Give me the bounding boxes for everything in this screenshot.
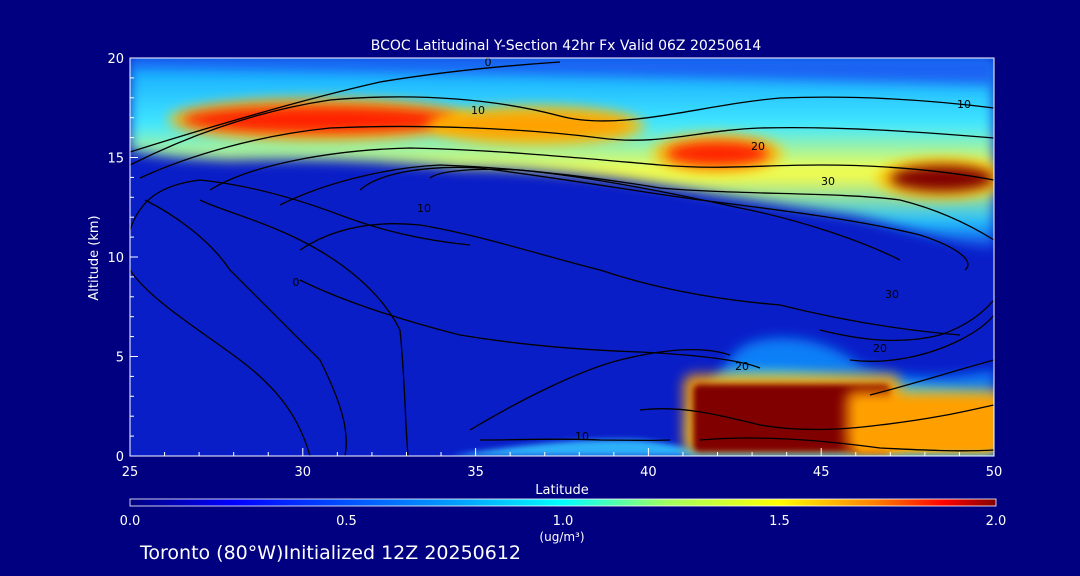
y-tick-label: 0 bbox=[116, 450, 124, 465]
colorbar-tick-label: 0.0 bbox=[120, 514, 141, 529]
contour-label: 20 bbox=[735, 360, 749, 373]
footer-text: Toronto (80°W)Initialized 12Z 20250612 bbox=[140, 542, 522, 564]
x-tick-label: 45 bbox=[813, 465, 830, 480]
contour-line bbox=[479, 438, 671, 442]
contour-label: 20 bbox=[751, 140, 765, 153]
upper-layer-fade bbox=[130, 58, 994, 85]
y-axis-label: Altitude (km) bbox=[87, 215, 102, 300]
contour-label: 10 bbox=[471, 104, 485, 117]
contour-label: 10 bbox=[575, 430, 589, 443]
contour-line bbox=[299, 279, 761, 369]
contour-line bbox=[639, 404, 994, 431]
contour-line bbox=[279, 164, 994, 241]
y-tick-label: 5 bbox=[116, 351, 124, 366]
colorbar bbox=[129, 498, 997, 507]
contour-label: 0 bbox=[293, 276, 300, 289]
contour-line bbox=[130, 96, 994, 166]
region-upper-layer-central bbox=[441, 113, 632, 138]
contour-line bbox=[139, 125, 994, 179]
contour-line bbox=[209, 147, 994, 191]
contour-label: 30 bbox=[821, 175, 835, 188]
contour-line bbox=[199, 199, 409, 456]
contour-line bbox=[144, 199, 347, 456]
y-tick-label: 15 bbox=[107, 152, 124, 167]
ground-streak bbox=[450, 439, 700, 456]
contour-label: 0 bbox=[485, 56, 492, 69]
region-upper-layer-east-a bbox=[665, 141, 770, 166]
contour-label: 30 bbox=[885, 288, 899, 301]
contour-line bbox=[359, 166, 969, 271]
region-boundary-layer-plume bbox=[693, 384, 891, 453]
contour-line bbox=[130, 61, 561, 153]
axes: 25 30 35 40 45 50 0 5 10 15 20 bbox=[107, 52, 1002, 480]
contour-line bbox=[130, 179, 471, 246]
contour-labels: 0 10 20 30 10 20 30 20 10 0 10 bbox=[293, 56, 972, 443]
colorbar-units: (ug/m³) bbox=[539, 530, 584, 544]
colorbar-ticks: 0.0 0.5 1.0 1.5 2.0 bbox=[120, 514, 1007, 529]
contour-label: 10 bbox=[957, 98, 971, 111]
contour-line bbox=[869, 359, 994, 396]
contour-line bbox=[469, 348, 731, 431]
high-concentration-regions bbox=[167, 97, 994, 453]
contour-lines bbox=[130, 61, 994, 456]
x-tick-label: 40 bbox=[640, 465, 657, 480]
contour-line bbox=[130, 269, 311, 456]
contour-line bbox=[849, 314, 994, 362]
chart-title: BCOC Latitudinal Y-Section 42hr Fx Valid… bbox=[371, 38, 762, 54]
contour-line bbox=[429, 168, 901, 261]
contour-label: 10 bbox=[417, 202, 431, 215]
colorbar-tick-label: 1.0 bbox=[553, 514, 574, 529]
y-tick-label: 10 bbox=[107, 251, 124, 266]
region-boundary-layer-east bbox=[855, 400, 994, 453]
contour-label: 20 bbox=[873, 342, 887, 355]
contour-line bbox=[299, 223, 961, 336]
contour-line bbox=[819, 299, 994, 342]
contour-line bbox=[699, 437, 994, 452]
x-axis-label: Latitude bbox=[535, 483, 589, 498]
x-tick-label: 35 bbox=[467, 465, 484, 480]
x-tick-label: 30 bbox=[295, 465, 312, 480]
colorbar-tick-label: 1.5 bbox=[769, 514, 790, 529]
colorbar-tick-label: 0.5 bbox=[336, 514, 357, 529]
x-tick-label: 25 bbox=[122, 465, 139, 480]
colorbar-tick-label: 2.0 bbox=[986, 514, 1007, 529]
y-tick-label: 20 bbox=[107, 52, 124, 67]
x-tick-label: 50 bbox=[986, 465, 1003, 480]
region-upper-layer-east-b bbox=[890, 165, 994, 192]
